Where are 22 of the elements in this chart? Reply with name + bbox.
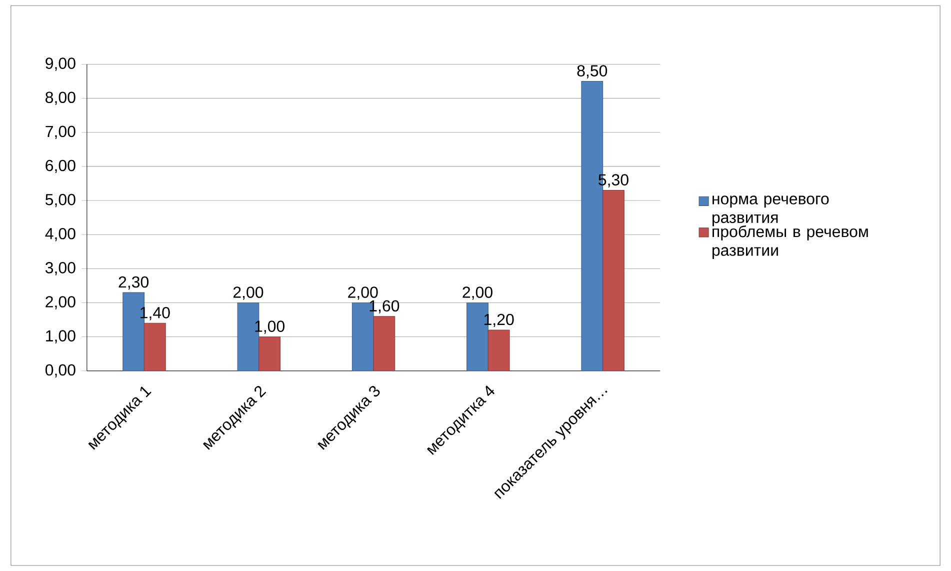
y-tick-label: 7,00 bbox=[46, 126, 76, 139]
y-tick-label: 2,00 bbox=[46, 296, 76, 310]
bar bbox=[258, 336, 280, 371]
y-tick-label: 6,00 bbox=[46, 160, 76, 174]
legend-label: норма речевого развития bbox=[712, 196, 829, 226]
data-label: 8,50 bbox=[577, 65, 608, 78]
y-tick-label: 1,00 bbox=[46, 330, 76, 344]
data-label: 2,30 bbox=[118, 276, 149, 290]
data-label: 2,00 bbox=[348, 286, 378, 300]
data-label: 2,00 bbox=[233, 286, 264, 300]
bar bbox=[144, 322, 166, 371]
bar bbox=[488, 330, 510, 371]
y-tick-label: 9,00 bbox=[46, 58, 76, 71]
bar bbox=[602, 190, 624, 371]
y-tick-label: 8,00 bbox=[46, 92, 76, 105]
data-label: 2,00 bbox=[462, 286, 492, 300]
y-tick-label: 3,00 bbox=[45, 262, 76, 276]
y-tick-label: 4,00 bbox=[45, 228, 76, 242]
legend-label: проблемы в речевом развитии bbox=[712, 225, 868, 260]
y-tick-label: 0,00 bbox=[45, 364, 76, 378]
y-tick-label: 5,00 bbox=[46, 194, 76, 208]
bar bbox=[373, 316, 396, 371]
